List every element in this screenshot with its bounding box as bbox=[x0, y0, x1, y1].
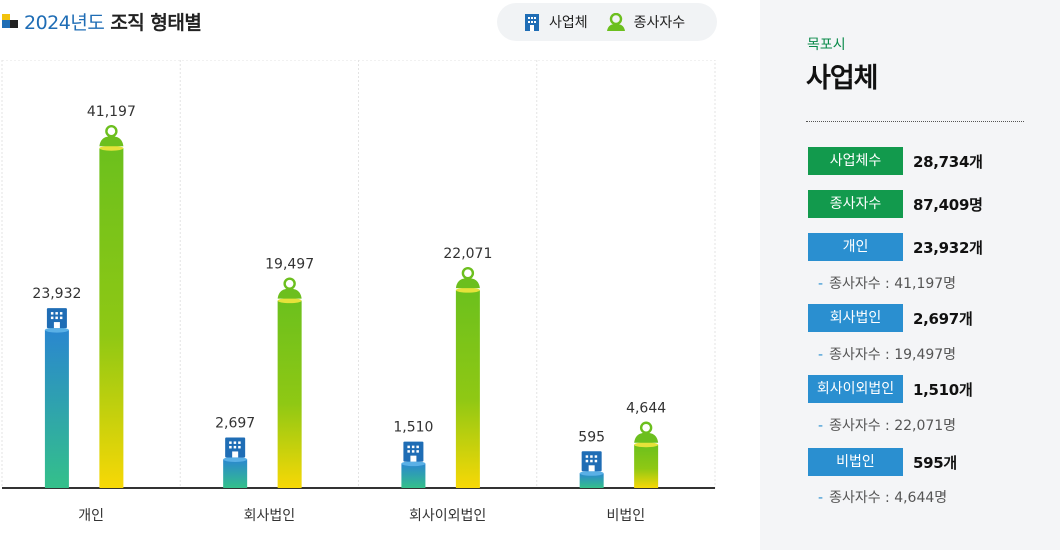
building-icon bbox=[46, 308, 67, 329]
data-label-business: 2,697 bbox=[215, 415, 255, 431]
stat-sub-unincorporated: - 종사자수 : 4,644명 bbox=[818, 490, 948, 506]
chart-legend: 사업체 종사자수 bbox=[497, 3, 717, 41]
stat-label: 비법인 bbox=[808, 448, 903, 476]
stat-sub-non-company-corp: - 종사자수 : 22,071명 bbox=[818, 418, 957, 434]
building-icon bbox=[525, 14, 539, 31]
bar-business bbox=[223, 459, 248, 488]
person-icon bbox=[277, 277, 302, 299]
stat-row-corporation: 회사법인 2,697개 bbox=[808, 304, 973, 332]
person-icon bbox=[634, 421, 659, 443]
stat-value: 28,734개 bbox=[913, 152, 983, 171]
stat-label: 사업체수 bbox=[808, 147, 903, 175]
bar-employee bbox=[634, 444, 659, 488]
bar-employee bbox=[99, 148, 124, 488]
bar-business bbox=[44, 330, 69, 488]
stat-value: 1,510개 bbox=[913, 380, 973, 399]
panel-title: 사업체 bbox=[806, 63, 879, 94]
data-label-business: 23,932 bbox=[32, 286, 81, 302]
building-icon bbox=[403, 441, 424, 462]
stat-label: 회사법인 bbox=[808, 304, 903, 332]
bar-business bbox=[579, 473, 604, 488]
stat-sub-text: 종사자수 : 41,197명 bbox=[829, 276, 957, 292]
bar-chart: 23,932 41,197 개인 2,697 19,497 회사법인 1,510 22,071… bbox=[1, 60, 716, 524]
bar-employee bbox=[455, 290, 480, 488]
data-label-business: 595 bbox=[578, 429, 605, 445]
stat-sub-text: 종사자수 : 22,071명 bbox=[829, 418, 957, 434]
bar-business bbox=[401, 463, 426, 488]
legend-business-label: 사업체 bbox=[549, 15, 588, 31]
stat-label: 개인 bbox=[808, 233, 903, 261]
stat-value: 87,409명 bbox=[913, 195, 983, 214]
data-label-employee: 19,497 bbox=[265, 257, 314, 273]
stat-sub-text: 종사자수 : 4,644명 bbox=[829, 490, 948, 506]
stat-row-unincorporated: 비법인 595개 bbox=[808, 448, 957, 476]
data-label-business: 1,510 bbox=[393, 420, 433, 436]
title-year: 2024년도 bbox=[24, 11, 105, 34]
building-icon bbox=[225, 437, 246, 458]
building-icon bbox=[581, 451, 602, 472]
bar-business-cap bbox=[44, 327, 69, 333]
stat-value: 2,697개 bbox=[913, 309, 973, 328]
bar-business-cap bbox=[223, 456, 248, 462]
x-tick-label: 회사이외법인 bbox=[409, 508, 486, 524]
bar-employee-cap bbox=[455, 287, 480, 293]
stat-sub-text: 종사자수 : 19,497명 bbox=[829, 347, 957, 363]
person-icon bbox=[606, 13, 625, 31]
stat-value: 23,932개 bbox=[913, 238, 983, 257]
stat-sub-corporation: - 종사자수 : 19,497명 bbox=[818, 347, 957, 363]
bar-employee-cap bbox=[277, 298, 302, 304]
legend-item-business: 사업체 bbox=[523, 12, 588, 32]
bar-employee-cap bbox=[99, 145, 124, 151]
stat-row-business-count: 사업체수 28,734개 bbox=[808, 147, 983, 175]
data-label-employee: 41,197 bbox=[87, 104, 136, 120]
stat-sub-individual: - 종사자수 : 41,197명 bbox=[818, 276, 957, 292]
legend-item-employee: 종사자수 bbox=[606, 12, 686, 32]
summary-panel: 목포시 사업체 사업체수 28,734개 종사자수 87,409명 개인 23,… bbox=[760, 0, 1060, 550]
bar-business-cap bbox=[401, 461, 426, 467]
stat-row-employee-count: 종사자수 87,409명 bbox=[808, 190, 983, 218]
chart-title: 2024년도 조직 형태별 bbox=[2, 8, 202, 34]
panel-region: 목포시 bbox=[807, 37, 846, 53]
x-tick-label: 비법인 bbox=[607, 508, 646, 524]
bar-employee-cap bbox=[634, 442, 659, 448]
title-text: 조직 형태별 bbox=[110, 11, 202, 34]
person-icon bbox=[99, 125, 124, 147]
x-tick-label: 회사법인 bbox=[244, 508, 296, 524]
stat-label: 종사자수 bbox=[808, 190, 903, 218]
data-label-employee: 4,644 bbox=[626, 401, 666, 417]
stat-row-individual: 개인 23,932개 bbox=[808, 233, 983, 261]
stat-value: 595개 bbox=[913, 453, 957, 472]
x-tick-label: 개인 bbox=[78, 508, 104, 524]
bar-business-cap bbox=[579, 470, 604, 476]
title-marker-icon bbox=[2, 14, 18, 28]
stat-row-non-company-corp: 회사이외법인 1,510개 bbox=[808, 375, 973, 403]
bar-employee bbox=[277, 300, 302, 488]
person-icon bbox=[455, 266, 480, 289]
data-label-employee: 22,071 bbox=[443, 246, 492, 262]
panel-divider bbox=[806, 121, 1024, 122]
stat-label: 회사이외법인 bbox=[808, 375, 903, 403]
legend-employee-label: 종사자수 bbox=[633, 15, 686, 31]
